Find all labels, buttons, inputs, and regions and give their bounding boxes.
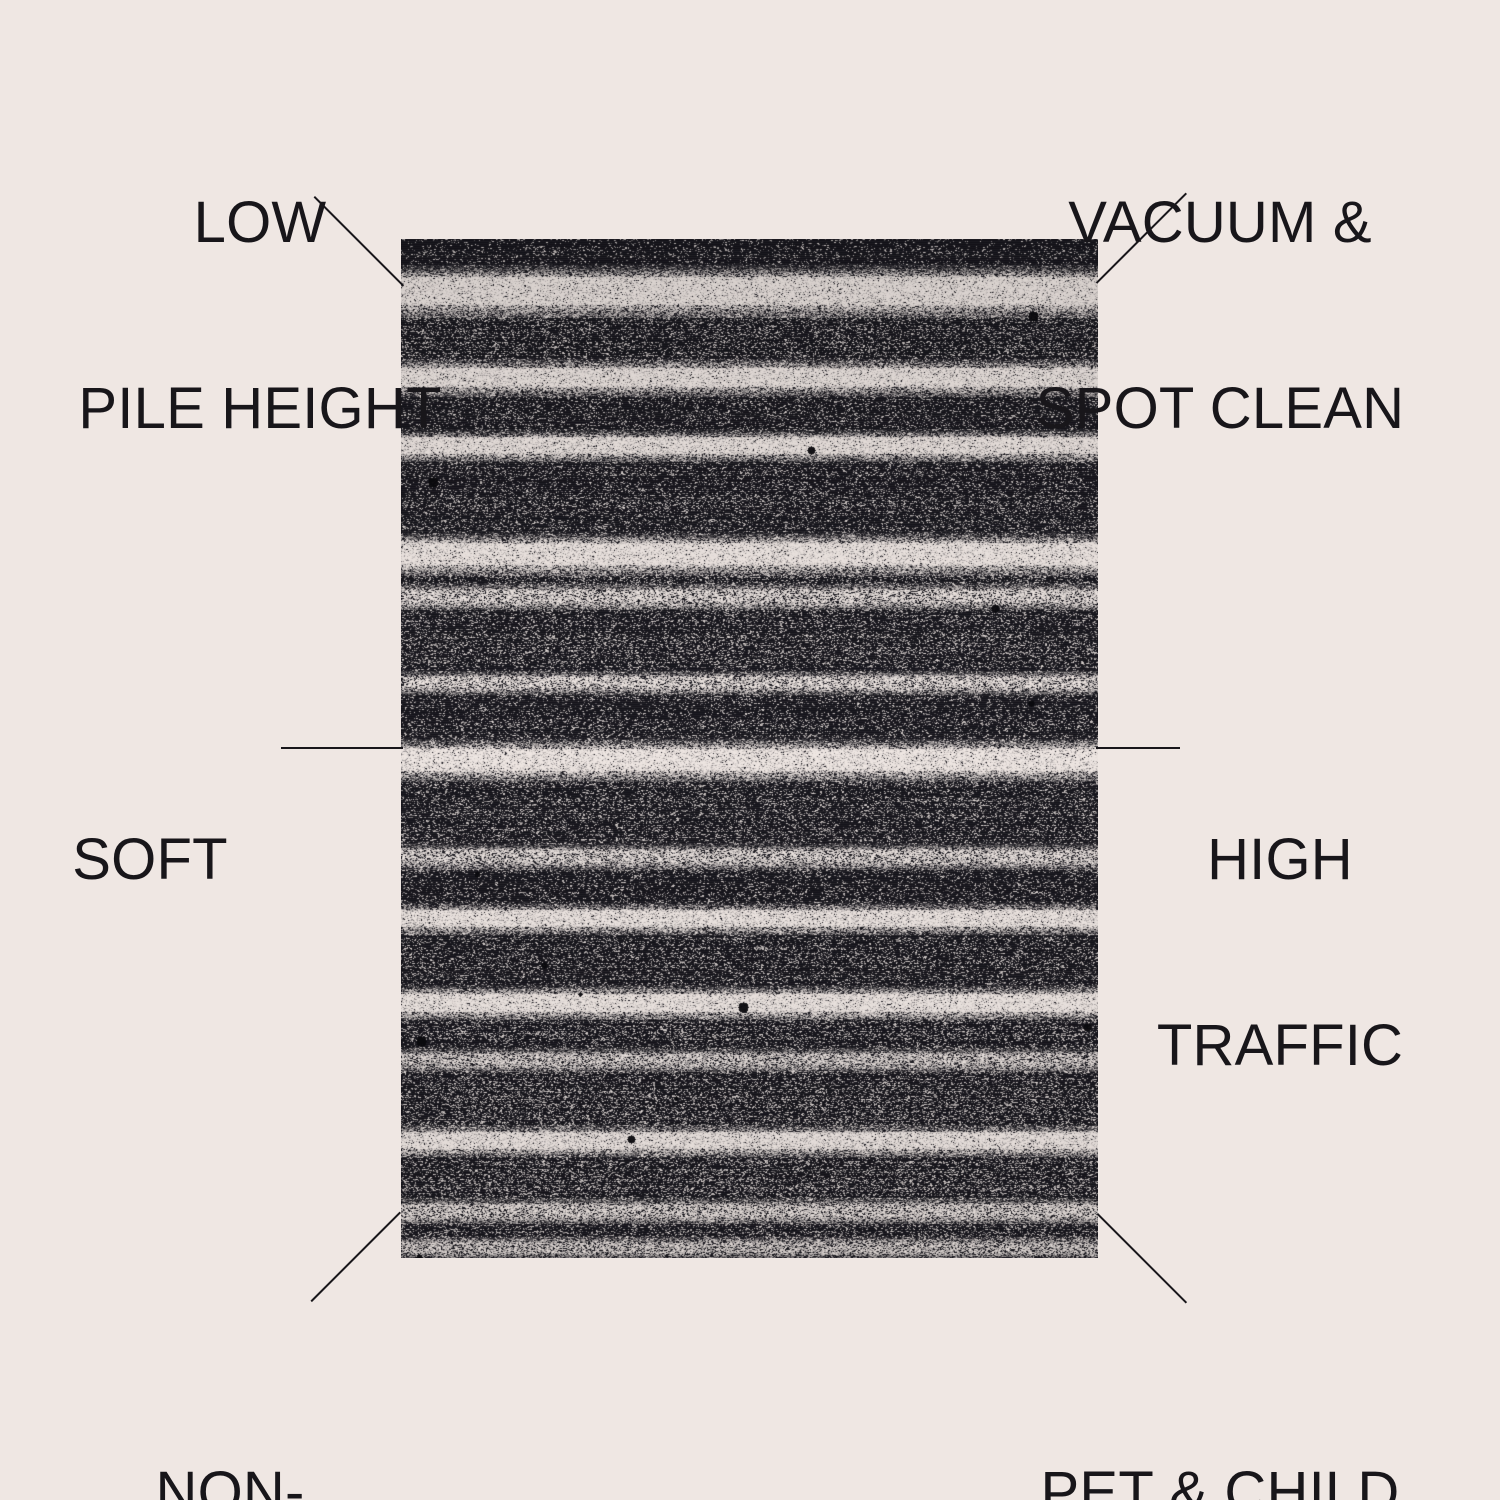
feature-line: SOFT: [72, 827, 228, 892]
feature-line: TRAFFIC: [1156, 1013, 1404, 1078]
rug-product-image: [401, 239, 1098, 1258]
feature-label-soft: SOFT: [0, 705, 300, 1015]
feature-label-pet-child-friendly: PET & CHILD FRIENDLY: [940, 1338, 1500, 1500]
feature-line: LOW: [193, 190, 327, 255]
feature-line: PET & CHILD: [1040, 1460, 1400, 1500]
feature-label-high-traffic: HIGH TRAFFIC: [1060, 705, 1500, 1201]
leader-line-pet-child-friendly: [1096, 1213, 1188, 1304]
rug-texture-canvas: [401, 239, 1098, 1258]
feature-line: VACUUM &: [1068, 190, 1372, 255]
feature-label-vacuum-spot-clean: VACUUM & SPOT CLEAN: [940, 68, 1500, 564]
feature-label-non-shedding: NON- SHEDDING: [0, 1338, 460, 1500]
feature-line: PILE HEIGHT: [78, 376, 442, 441]
feature-line: SPOT CLEAN: [1035, 376, 1405, 441]
feature-line: HIGH: [1207, 827, 1353, 892]
leader-line-non-shedding: [310, 1211, 401, 1303]
feature-line: NON-: [155, 1460, 305, 1500]
feature-label-low-pile-height: LOW PILE HEIGHT: [0, 68, 520, 564]
leader-line-soft: [281, 747, 403, 749]
leader-line-high-traffic: [1096, 747, 1180, 749]
